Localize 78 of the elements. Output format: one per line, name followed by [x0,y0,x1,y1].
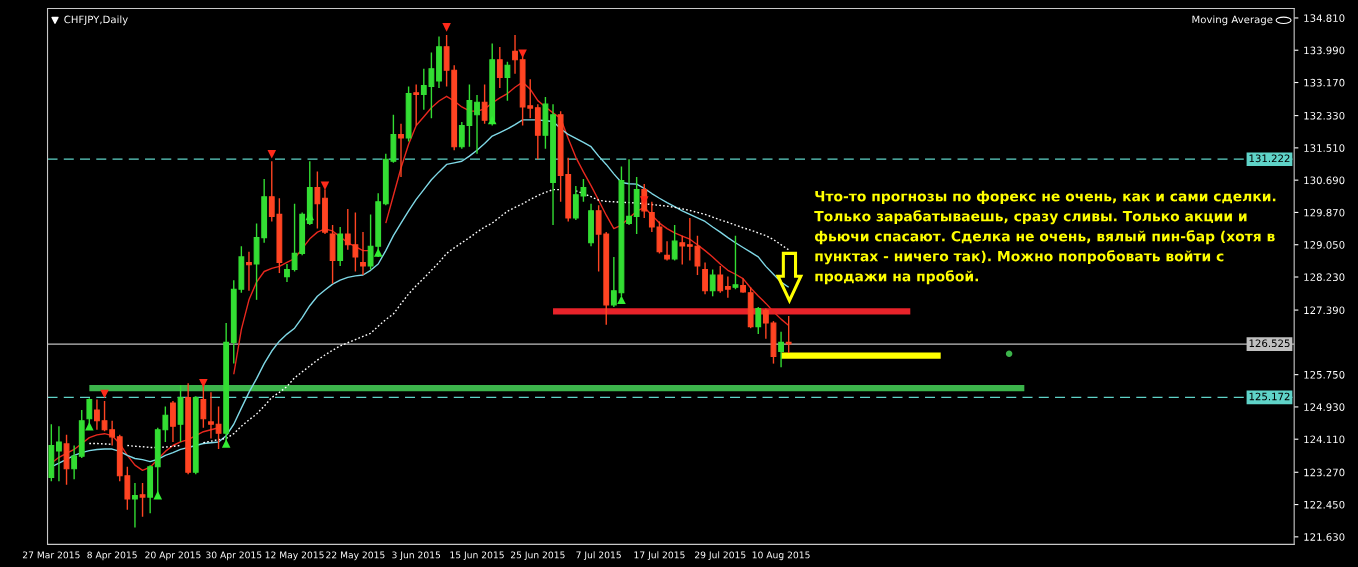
x-tick-label: 22 May 2015 [326,551,385,561]
candlestick [139,482,146,518]
y-tick-label: 134.810 [1304,14,1345,22]
point [617,295,626,305]
candlestick [215,405,222,450]
point [320,181,330,190]
y-tick-label: 131.510 [1304,144,1345,152]
point [442,23,451,32]
point [153,490,163,500]
ref-line-label: 131.222 [1249,154,1290,163]
y-tick-label: 122.450 [1304,500,1345,509]
candlestick [732,234,739,290]
y-tick-label: 125.750 [1304,370,1345,379]
candlestick [56,425,62,483]
point [1005,350,1013,358]
ref-line-label: 126.525 [1249,339,1290,348]
x-tick-label: 10 Aug 2015 [752,551,810,561]
candlestick [314,170,321,230]
y-tick-label: 123.270 [1304,468,1345,477]
candlestick [398,123,404,178]
y-tick-label: 128.230 [1304,273,1345,281]
point [373,248,383,257]
y-tick-label: 124.930 [1304,403,1345,411]
candlestick [481,83,488,125]
x-tick-label: 29 Jul 2015 [694,551,746,561]
candlestick [755,306,762,335]
candlestick [284,263,290,283]
candlestick [71,444,78,481]
y-tick-label: 130.690 [1304,176,1345,185]
text: CHFJPY,Daily [64,15,128,26]
point [487,115,497,125]
point [221,439,231,448]
x-tick-label: 12 May 2015 [265,551,324,561]
candlestick [246,251,252,292]
candlestick [504,60,511,102]
x-tick-label: 20 Apr 2015 [145,551,201,561]
x-tick-label: 17 Jul 2015 [634,551,685,561]
ref-line-label: 125.172 [1249,392,1290,401]
candlestick [474,94,480,155]
x-tick-label: 7 Jul 2015 [576,551,621,561]
candlestick [512,34,518,75]
candlestick [679,234,686,266]
x-tick-label: 8 Apr 2015 [87,551,137,561]
y-tick-label: 124.110 [1304,435,1345,444]
candlestick [717,265,724,294]
candlestick [778,331,784,368]
point [267,149,277,159]
annotation: Что-то прогнозы по форекс не очень, как и сами сделки. Только зарабатываешь, сразу сливы. Только акции и фьючи спасают. Сделка не очень, вялый пин-бар (хотя в пунктах - ничего так). Можно попробовать войти с продажи на пробой. [814,190,1276,285]
candlestick [94,398,100,431]
candlestick [413,83,420,127]
annotation: Moving Average [1192,15,1273,26]
candlestick [785,315,792,354]
candlestick [709,268,716,297]
x-tick-label: 27 Mar 2015 [22,551,80,559]
candlestick [671,224,678,262]
x-tick-label: 3 Jun 2015 [392,551,441,561]
candlestick [496,46,503,89]
candlestick [360,231,366,276]
y-tick-label: 132.330 [1304,111,1345,120]
candlestick [626,158,632,226]
candlestick [724,275,731,299]
y-tick-label: 133.990 [1304,46,1345,55]
y-tick-label: 129.050 [1304,241,1345,249]
x-tick-label: 25 Jun 2015 [510,551,565,561]
x-tick-label: 30 Apr 2015 [206,551,262,561]
point [518,49,527,59]
y-tick-label: 133.170 [1304,78,1345,87]
x-tick-label: 15 Jun 2015 [450,551,504,561]
point [639,196,649,205]
candlestick [208,391,214,440]
candlestick [170,400,176,443]
candlestick [702,261,708,296]
candlestick [132,482,138,529]
y-tick-label: 129.870 [1304,208,1345,217]
point [199,379,208,388]
y-tick-label: 127.390 [1304,306,1345,315]
point [305,211,315,221]
y-tick-label: 121.630 [1304,533,1345,541]
